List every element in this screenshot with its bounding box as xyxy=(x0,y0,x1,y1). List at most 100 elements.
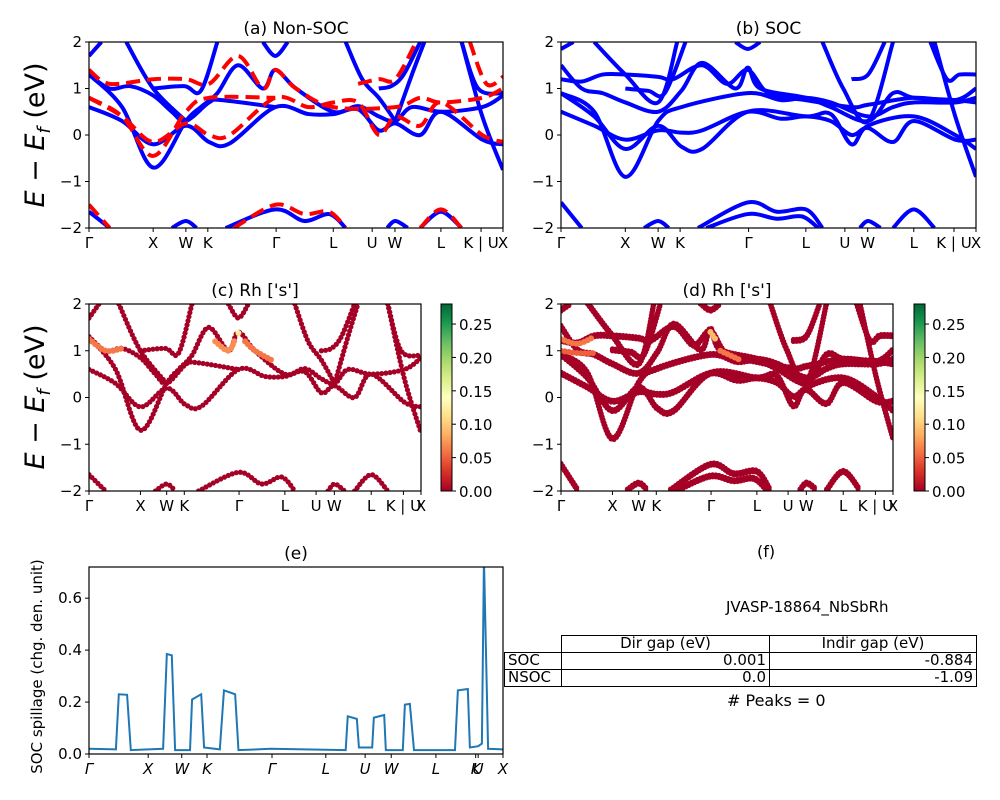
band-point xyxy=(395,350,401,356)
x-tick-label: X xyxy=(135,497,145,515)
colorbar-tick-label: 0.20 xyxy=(932,349,965,367)
panel-title: (e) xyxy=(284,544,308,564)
band-point xyxy=(889,406,893,412)
band-point xyxy=(394,346,401,352)
y-tick-label: −2 xyxy=(60,482,82,500)
band-point xyxy=(357,386,363,392)
band-point xyxy=(766,484,772,490)
band-line xyxy=(343,42,397,123)
x-tick-label: K | U xyxy=(386,497,421,515)
x-tick-label: U xyxy=(839,234,850,252)
y-tick-label: 2 xyxy=(544,33,554,51)
x-tick-label: W xyxy=(799,497,814,515)
x-tick-label: W xyxy=(651,234,666,252)
table-cell-soc-dir: 0.001 xyxy=(561,652,770,670)
band-point xyxy=(129,414,135,420)
band-point xyxy=(823,304,829,306)
band-point xyxy=(101,486,107,491)
band-point xyxy=(412,411,418,417)
colorbar-tick-label: 0.25 xyxy=(459,316,492,334)
bands-group xyxy=(561,42,976,228)
band-point xyxy=(890,355,893,361)
band-line xyxy=(625,42,688,99)
x-tick-label: X xyxy=(416,497,426,515)
dashed-band-line xyxy=(468,42,503,88)
x-tick-label: L xyxy=(437,234,446,252)
band-point xyxy=(388,317,394,324)
y-tick-label: 2 xyxy=(72,295,82,313)
band-point xyxy=(337,360,343,366)
band-point xyxy=(350,366,356,373)
x-tick-label: U xyxy=(367,234,378,252)
x-tick-label: K | U xyxy=(463,234,498,252)
band-point xyxy=(402,352,408,358)
band-point xyxy=(287,371,293,378)
x-tick-label: W xyxy=(860,234,875,252)
band-point xyxy=(116,374,122,380)
y-tick-label: −1 xyxy=(532,173,554,191)
colorbar-tick-label: 0.00 xyxy=(932,483,965,501)
x-tick-label: K xyxy=(203,234,214,252)
band-point xyxy=(334,372,340,378)
y-axis-label-spillage: SOC spillage (chg. den. unit) xyxy=(28,559,46,774)
x-tick-label: Γ xyxy=(268,760,278,778)
band-point xyxy=(335,368,341,374)
band-point xyxy=(358,369,364,375)
x-tick-label: X xyxy=(607,497,617,515)
band-line xyxy=(459,42,503,171)
band-point xyxy=(402,379,408,385)
band-point xyxy=(229,365,235,371)
band-line xyxy=(561,60,976,124)
band-point xyxy=(136,403,142,410)
band-point xyxy=(651,304,657,306)
band-point xyxy=(293,305,299,311)
x-tick-label: U xyxy=(360,760,371,778)
table-cell-soc-indir: -0.884 xyxy=(769,652,977,670)
band-point xyxy=(267,374,273,380)
band-point xyxy=(300,325,306,331)
band-point xyxy=(150,346,156,352)
x-tick-label: Γ xyxy=(557,234,566,252)
band-line xyxy=(734,42,762,51)
band-line xyxy=(820,42,895,125)
highlight-point xyxy=(117,345,124,352)
band-point xyxy=(179,342,185,348)
x-tick-label: L xyxy=(367,497,376,515)
band-point xyxy=(170,485,176,491)
band-point xyxy=(196,360,202,366)
x-tick-label: Γ xyxy=(707,497,716,515)
band-line xyxy=(561,201,584,228)
axes-frame xyxy=(560,41,977,229)
y-tick-label: −2 xyxy=(60,219,82,237)
band-point xyxy=(275,374,281,380)
band-point xyxy=(318,348,324,354)
dashed-band-line xyxy=(357,42,418,86)
band-line xyxy=(697,200,825,228)
band-point xyxy=(302,365,308,372)
colorbar-tick-label: 0.05 xyxy=(459,450,492,468)
band-point xyxy=(163,380,169,386)
band-point xyxy=(401,375,407,381)
band-point xyxy=(389,321,395,328)
band-point xyxy=(180,338,186,344)
band-point xyxy=(121,390,127,396)
band-point xyxy=(370,371,376,377)
band-point xyxy=(188,405,194,411)
band-point xyxy=(889,433,893,439)
band-point xyxy=(391,369,397,375)
x-tick-label: L xyxy=(322,760,330,778)
x-tick-label: X xyxy=(888,497,898,515)
band-point xyxy=(342,344,348,350)
x-tick-label: K xyxy=(675,234,686,252)
axes-frame xyxy=(88,41,504,229)
band-point xyxy=(400,371,406,377)
y-tick-label: −1 xyxy=(532,435,554,453)
x-tick-label: X xyxy=(498,234,508,252)
band-point xyxy=(889,347,893,353)
band-point xyxy=(417,404,421,410)
band-point xyxy=(396,354,402,360)
